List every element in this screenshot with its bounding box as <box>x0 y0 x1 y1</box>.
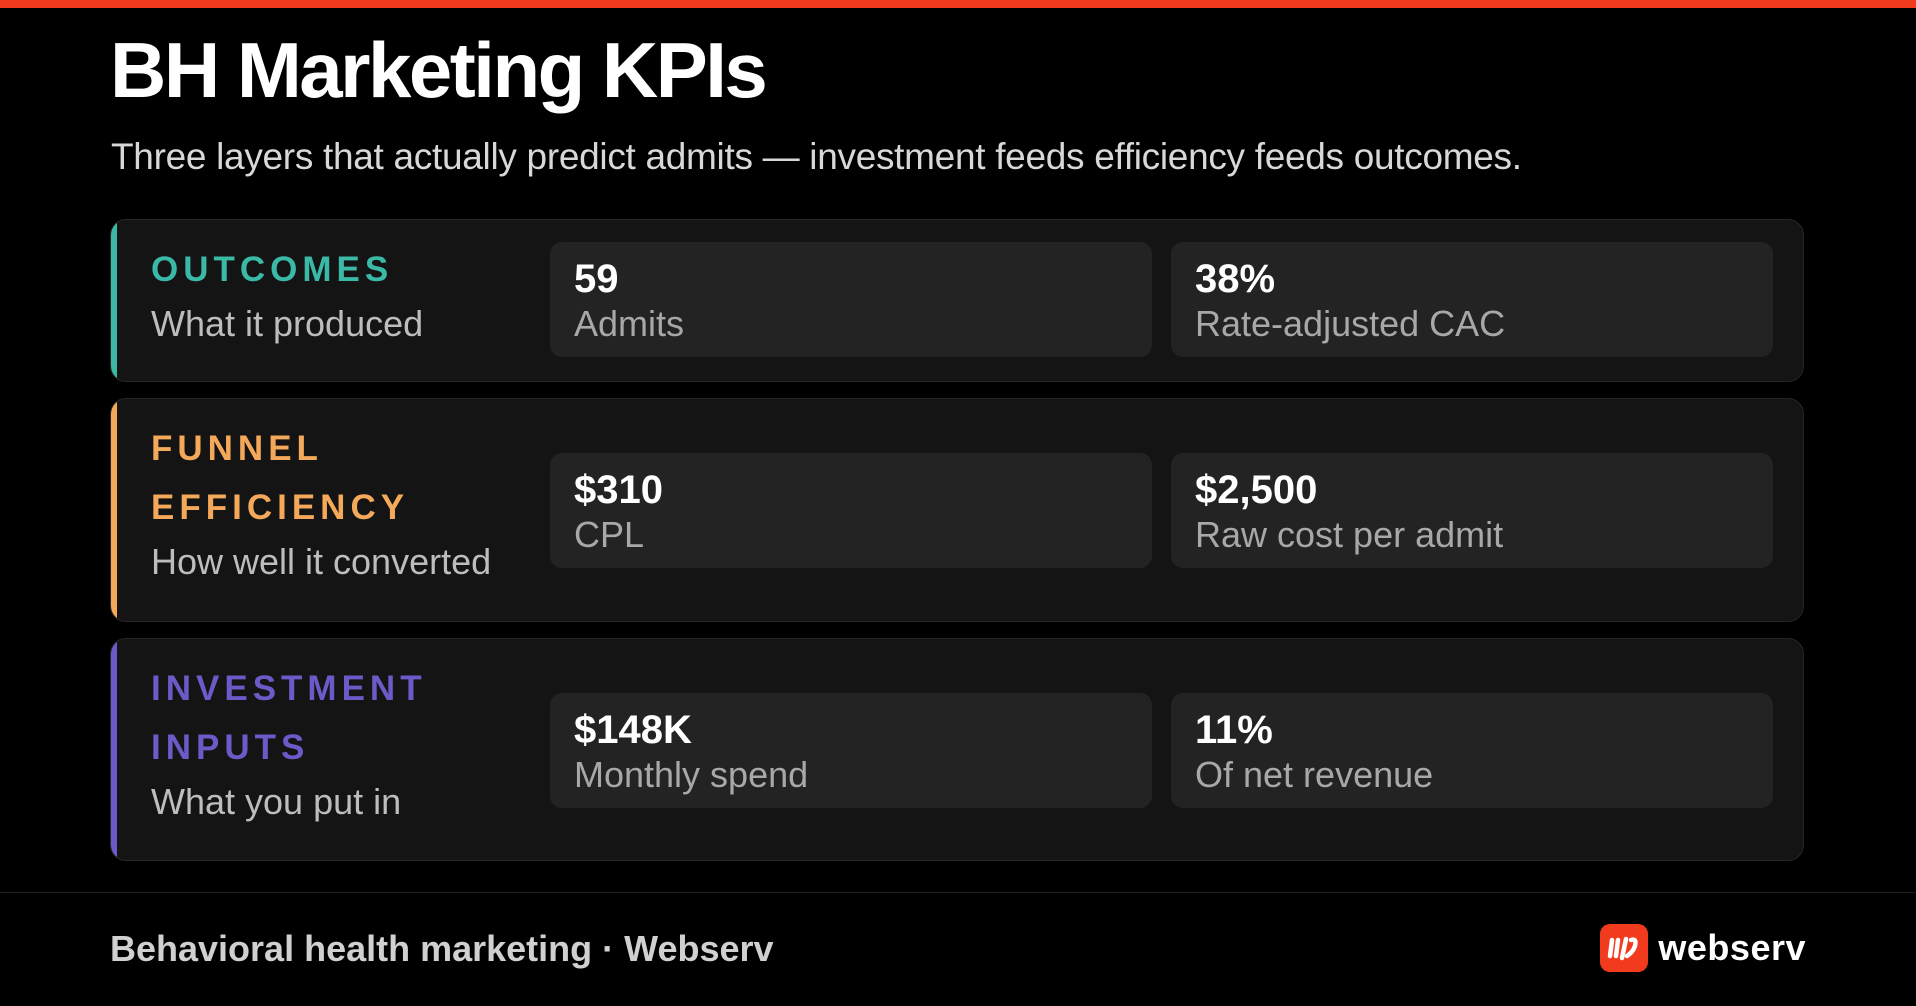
brand-name: webserv <box>1658 927 1806 968</box>
layer-accent-bar <box>111 220 117 381</box>
layer-funnel-efficiency: FUNNEL EFFICIENCY How well it converted … <box>110 398 1804 622</box>
metric-label: Rate-adjusted CAC <box>1195 303 1506 344</box>
layer-title-line-2: EFFICIENCY <box>151 488 410 527</box>
page-subtitle: Three layers that actually predict admit… <box>111 136 1522 177</box>
metric-value: 11% <box>1195 708 1273 752</box>
footer-divider <box>0 892 1916 893</box>
webserv-logo-icon <box>1600 924 1649 972</box>
metric-label: CPL <box>574 514 645 555</box>
metric-label: Of net revenue <box>1195 754 1434 795</box>
layer-accent-bar <box>111 639 117 860</box>
metric-card-cpl: $310 CPL <box>550 453 1152 568</box>
layer-accent-bar <box>111 399 117 621</box>
layer-title: OUTCOMES <box>151 250 394 289</box>
metric-label: Monthly spend <box>574 754 809 795</box>
metric-value: 38% <box>1195 257 1276 301</box>
metric-label: Admits <box>574 303 685 344</box>
metric-card-of-net-revenue: 11% Of net revenue <box>1171 693 1773 808</box>
layer-title-line-1: FUNNEL <box>151 429 323 468</box>
brand[interactable]: webserv <box>1600 924 1806 972</box>
metric-value: $148K <box>574 708 692 752</box>
layer-description: What you put in <box>151 781 402 822</box>
metric-value: $2,500 <box>1195 468 1318 512</box>
metric-card-admits: 59 Admits <box>550 242 1152 357</box>
layer-investment-inputs: INVESTMENT INPUTS What you put in $148K … <box>110 638 1804 861</box>
metric-card-monthly-spend: $148K Monthly spend <box>550 693 1152 808</box>
metric-value: $310 <box>574 468 663 512</box>
layer-title-line-1: INVESTMENT <box>151 669 427 708</box>
layer-title-line-2: INPUTS <box>151 728 310 767</box>
metric-card-rate-adjusted-cac: 38% Rate-adjusted CAC <box>1171 242 1773 357</box>
top-accent-bar <box>0 0 1916 8</box>
metric-card-raw-cost-per-admit: $2,500 Raw cost per admit <box>1171 453 1773 568</box>
layer-description: What it produced <box>151 303 424 344</box>
metric-value: 59 <box>574 257 619 301</box>
page-title: BH Marketing KPIs <box>110 26 768 114</box>
layer-outcomes: OUTCOMES What it produced 59 Admits 38% … <box>110 219 1804 382</box>
footer-caption: Behavioral health marketing · Webserv <box>110 928 774 969</box>
metric-label: Raw cost per admit <box>1195 514 1504 555</box>
layer-description: How well it converted <box>151 541 492 582</box>
